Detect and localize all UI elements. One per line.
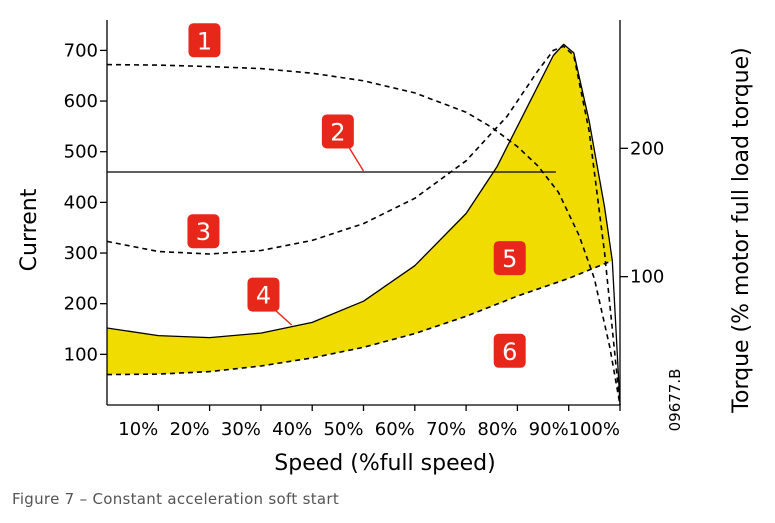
y2-tick-label: 200 bbox=[630, 138, 664, 159]
badge-label-3: 3 bbox=[196, 218, 211, 246]
x-tick-label: 100% bbox=[569, 419, 620, 440]
y-axis-title: Current bbox=[17, 188, 42, 271]
y-tick-label: 300 bbox=[64, 243, 98, 264]
x-tick-label: 70% bbox=[426, 419, 466, 440]
badge-4 bbox=[247, 277, 280, 312]
x-tick-label: 50% bbox=[323, 419, 363, 440]
pointer-line-2 bbox=[347, 145, 365, 172]
curve-3 bbox=[106, 45, 621, 406]
x-axis-title: Speed (%full speed) bbox=[274, 451, 495, 476]
badge-label-6: 6 bbox=[502, 338, 517, 366]
x-tick-label: 60% bbox=[375, 419, 415, 440]
badge-2 bbox=[321, 114, 354, 149]
figure-code-label: 09677.B bbox=[666, 369, 684, 432]
y-tick-label: 100 bbox=[64, 344, 98, 365]
y-tick-label: 700 bbox=[64, 40, 98, 61]
y-tick-label: 400 bbox=[64, 192, 98, 213]
series-layer bbox=[106, 43, 621, 406]
y-tick-label: 500 bbox=[64, 142, 98, 163]
pointer-line-4 bbox=[272, 308, 293, 326]
x-tick-label: 40% bbox=[272, 419, 312, 440]
fill-region bbox=[107, 44, 613, 375]
curve-1 bbox=[106, 63, 621, 406]
x-tick-label: 90% bbox=[529, 419, 569, 440]
badge-label-2: 2 bbox=[330, 118, 345, 146]
curve-6 bbox=[106, 259, 613, 376]
y-tick-label: 200 bbox=[64, 294, 98, 315]
chart: 100 200 300 400 500 600 700 100 200 10% 20% 30% 40% 5… bbox=[17, 20, 754, 476]
curve-4 bbox=[106, 43, 621, 406]
badge-1 bbox=[188, 23, 221, 58]
fill-region-5 bbox=[107, 44, 613, 375]
x-tick-label: 10% bbox=[118, 419, 158, 440]
x-tick-label: 80% bbox=[477, 419, 517, 440]
badge-label-4: 4 bbox=[256, 282, 271, 310]
badge-label-5: 5 bbox=[502, 245, 517, 273]
badge-label-1: 1 bbox=[197, 27, 212, 55]
y2-axis-title: Torque (% motor full load torque) bbox=[729, 47, 754, 413]
x-tick-label: 20% bbox=[170, 419, 210, 440]
badge-6 bbox=[493, 333, 526, 368]
y2-tick-label: 100 bbox=[630, 267, 664, 288]
axes: 100 200 300 400 500 600 700 100 200 10% 20% 30% 40% 5… bbox=[64, 20, 664, 440]
x-tick-label: 30% bbox=[221, 419, 261, 440]
figure-caption: Figure 7 – Constant acceleration soft st… bbox=[12, 490, 340, 508]
annotations: 1 2 3 4 5 6 bbox=[187, 23, 526, 368]
y-tick-label: 600 bbox=[64, 91, 98, 112]
badge-3 bbox=[187, 214, 220, 249]
badge-5 bbox=[493, 241, 526, 276]
